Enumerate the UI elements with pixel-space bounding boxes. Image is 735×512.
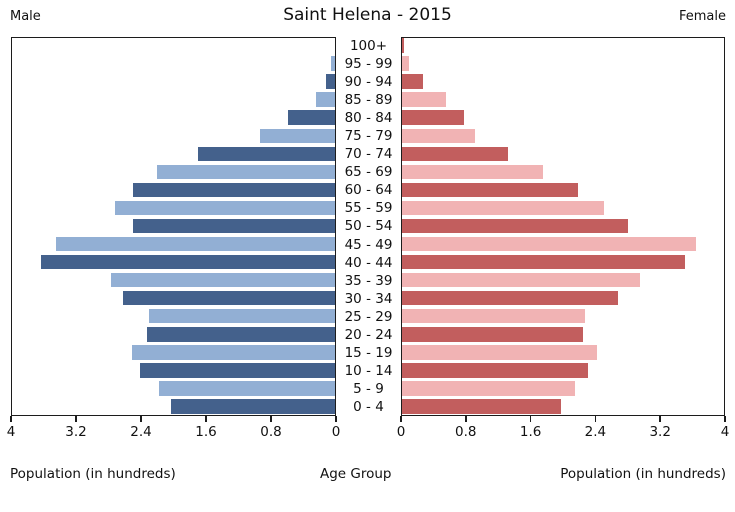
bar-male-95-99 bbox=[330, 56, 335, 71]
age-group-label-90-94: 90 - 94 bbox=[344, 74, 393, 91]
age-group-label-5-9: 5 - 9 bbox=[353, 380, 384, 397]
age-group-label-50-54: 50 - 54 bbox=[344, 218, 393, 235]
age-group-label-35-39: 35 - 39 bbox=[344, 272, 393, 289]
age-group-label-80-84: 80 - 84 bbox=[344, 110, 393, 127]
bar-male-10-14 bbox=[140, 363, 335, 378]
x-tick-label: 3.2 bbox=[649, 424, 671, 440]
age-group-label-25-29: 25 - 29 bbox=[344, 308, 393, 325]
bar-male-25-29 bbox=[148, 308, 335, 324]
age-group-label-45-49: 45 - 49 bbox=[344, 236, 393, 253]
age-group-label-95-99: 95 - 99 bbox=[344, 56, 393, 73]
bar-female-35-39 bbox=[402, 272, 641, 288]
bar-male-55-59 bbox=[114, 200, 335, 216]
age-group-label-20-24: 20 - 24 bbox=[344, 326, 393, 343]
bar-female-15-19 bbox=[402, 345, 598, 360]
x-tick-label: 3.2 bbox=[65, 424, 87, 440]
female-plot-area bbox=[401, 37, 725, 416]
bar-female-80-84 bbox=[402, 110, 465, 125]
age-labels-column: 100+ 95 - 99 90 - 94 85 - 89 80 - 84 75 - 79 7… bbox=[336, 37, 401, 416]
bar-female-65-69 bbox=[402, 164, 543, 180]
x-tick-label: 1.6 bbox=[195, 424, 217, 440]
bar-female-60-64 bbox=[402, 182, 578, 198]
bar-female-45-49 bbox=[402, 236, 697, 252]
bar-male-65-69 bbox=[157, 164, 335, 180]
bar-female-30-34 bbox=[402, 290, 619, 306]
x-tick-mark bbox=[659, 416, 661, 422]
age-group-label-65-69: 65 - 69 bbox=[344, 164, 393, 181]
x-tick-mark bbox=[335, 416, 337, 422]
x-tick-mark bbox=[10, 416, 12, 422]
x-tick-mark bbox=[594, 416, 597, 422]
bar-male-15-19 bbox=[131, 345, 335, 360]
bar-female-95-99 bbox=[402, 56, 410, 71]
bar-male-50-54 bbox=[132, 218, 335, 234]
chart-title: Saint Helena - 2015 bbox=[283, 5, 452, 25]
bar-female-5-9 bbox=[402, 381, 575, 396]
bar-male-20-24 bbox=[147, 327, 335, 342]
age-group-label-40-44: 40 - 44 bbox=[344, 254, 393, 271]
bar-male-0-4 bbox=[170, 399, 335, 414]
age-group-label-60-64: 60 - 64 bbox=[344, 182, 393, 199]
bar-male-70-74 bbox=[197, 146, 335, 162]
bar-female-0-4 bbox=[402, 399, 561, 414]
x-tick-mark bbox=[465, 416, 467, 422]
male-plot-area bbox=[11, 37, 336, 416]
age-group-label-100plus: 100+ bbox=[349, 38, 388, 54]
male-axis-title: Population (in hundreds) bbox=[10, 466, 176, 482]
bar-male-75-79 bbox=[260, 128, 335, 143]
x-tick-mark bbox=[400, 416, 402, 422]
female-axis-title: Population (in hundreds) bbox=[560, 466, 726, 482]
bar-female-100plus bbox=[402, 38, 405, 53]
bar-male-85-89 bbox=[316, 92, 335, 107]
bar-female-20-24 bbox=[402, 327, 584, 342]
x-tick-label: 0 bbox=[396, 424, 406, 440]
x-tick-mark bbox=[270, 416, 272, 422]
x-tick-mark bbox=[75, 416, 77, 422]
age-group-label-55-59: 55 - 59 bbox=[344, 200, 393, 217]
x-tick-mark bbox=[140, 416, 142, 422]
age-group-axis-title: Age Group bbox=[320, 466, 392, 482]
x-tick-label: 0 bbox=[331, 424, 341, 440]
bar-female-75-79 bbox=[402, 128, 475, 143]
x-tick-label: 0.8 bbox=[455, 424, 477, 440]
bar-female-25-29 bbox=[402, 308, 586, 324]
bar-female-90-94 bbox=[402, 74, 424, 89]
x-tick-mark bbox=[529, 416, 532, 422]
age-group-label-10-14: 10 - 14 bbox=[344, 362, 393, 379]
x-tick-label: 2.4 bbox=[584, 424, 607, 440]
bar-male-5-9 bbox=[158, 381, 335, 396]
bar-female-70-74 bbox=[402, 146, 509, 162]
bar-male-45-49 bbox=[56, 236, 335, 252]
bar-male-90-94 bbox=[326, 74, 335, 89]
bar-female-10-14 bbox=[402, 363, 589, 378]
bar-female-50-54 bbox=[402, 218, 628, 234]
x-tick-label: 2.4 bbox=[130, 424, 152, 440]
female-header-label: Female bbox=[678, 9, 726, 24]
x-tick-mark bbox=[205, 416, 207, 422]
age-group-label-70-74: 70 - 74 bbox=[344, 146, 393, 163]
bar-female-85-89 bbox=[402, 92, 446, 107]
x-tick-mark bbox=[724, 416, 726, 422]
age-group-label-15-19: 15 - 19 bbox=[344, 344, 393, 361]
male-x-axis-ticks: 0 0.8 1.6 2.4 3.2 4 bbox=[7, 416, 340, 446]
bar-male-60-64 bbox=[132, 182, 335, 198]
age-group-label-0-4: 0 - 4 bbox=[353, 398, 384, 415]
bar-male-30-34 bbox=[122, 290, 335, 306]
x-tick-label: 1.6 bbox=[519, 424, 542, 440]
female-x-axis-ticks: 0 0.8 1.6 2.4 3.2 4 bbox=[397, 416, 729, 446]
age-group-label-75-79: 75 - 79 bbox=[344, 128, 393, 145]
x-tick-label: 0.8 bbox=[260, 424, 282, 440]
bar-male-80-84 bbox=[287, 110, 335, 125]
male-header-label: Male bbox=[10, 9, 41, 24]
bar-male-35-39 bbox=[110, 272, 335, 288]
x-tick-label: 4 bbox=[720, 424, 730, 440]
bar-male-40-44 bbox=[40, 254, 335, 270]
bar-female-55-59 bbox=[402, 200, 604, 216]
x-tick-label: 4 bbox=[6, 424, 16, 440]
age-group-label-85-89: 85 - 89 bbox=[344, 92, 393, 109]
age-group-label-30-34: 30 - 34 bbox=[344, 290, 393, 307]
bar-female-40-44 bbox=[402, 254, 685, 270]
